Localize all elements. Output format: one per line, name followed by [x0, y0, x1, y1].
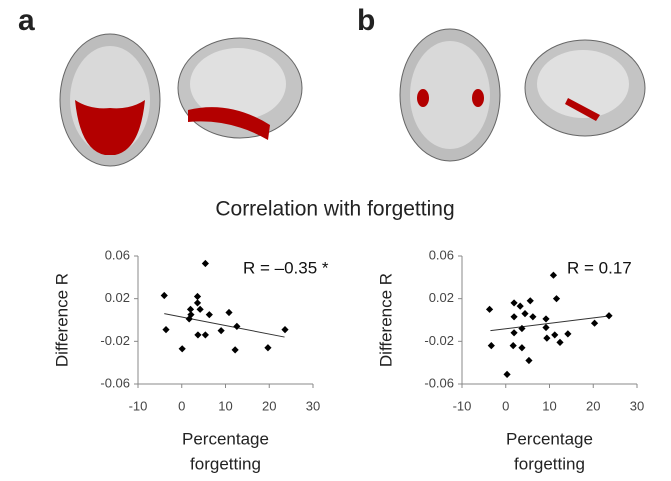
point	[521, 310, 528, 317]
point	[510, 299, 517, 306]
figure: a b Correlation with forgetting 0.06 0.02…	[0, 0, 671, 481]
point	[202, 260, 209, 267]
point	[232, 346, 239, 353]
y-tick-label: 0.06	[429, 247, 454, 262]
point	[527, 297, 534, 304]
point	[564, 330, 571, 337]
point	[179, 345, 186, 352]
x-tick-label: 20	[586, 398, 600, 413]
x-axis-label: forgetting	[514, 454, 585, 473]
trend-line	[164, 314, 284, 337]
x-axis-label: Percentage	[182, 429, 269, 448]
point	[194, 299, 201, 306]
y-axis-label: Difference R	[52, 273, 71, 367]
point	[556, 339, 563, 346]
x-tick-label: 30	[306, 398, 320, 413]
heading: Correlation with forgetting	[215, 198, 454, 221]
y-axis-label: Difference R	[376, 273, 395, 367]
point	[162, 326, 169, 333]
point	[551, 331, 558, 338]
point	[553, 295, 560, 302]
point	[542, 315, 549, 322]
y-tick-label: -0.06	[100, 375, 130, 390]
point	[264, 344, 271, 351]
point	[591, 320, 598, 327]
point	[605, 312, 612, 319]
point	[161, 292, 168, 299]
x-tick-label: 30	[630, 398, 644, 413]
y-tick-label: -0.02	[100, 333, 130, 348]
y-tick-label: 0.02	[105, 290, 130, 305]
panel-label: a	[18, 4, 35, 37]
x-tick-label: 0	[178, 398, 185, 413]
point	[206, 311, 213, 318]
point	[510, 329, 517, 336]
point	[194, 331, 201, 338]
annotation: R = 0.17	[567, 258, 632, 277]
x-axis-label: Percentage	[506, 429, 593, 448]
point	[510, 342, 517, 349]
point	[218, 327, 225, 334]
panel-label: b	[357, 4, 375, 37]
x-tick-label: 0	[502, 398, 509, 413]
point	[510, 313, 517, 320]
annotation: R = –0.35 *	[243, 258, 329, 277]
y-tick-label: -0.02	[424, 333, 454, 348]
y-tick-label: -0.06	[424, 375, 454, 390]
brain-images	[60, 29, 645, 166]
point	[488, 342, 495, 349]
point	[233, 323, 240, 330]
point	[197, 306, 204, 313]
point	[518, 344, 525, 351]
x-tick-label: -10	[453, 398, 472, 413]
point	[529, 313, 536, 320]
point	[543, 335, 550, 342]
point	[225, 309, 232, 316]
x-axis-label: forgetting	[190, 454, 261, 473]
x-tick-label: -10	[129, 398, 148, 413]
point	[525, 357, 532, 364]
y-tick-label: 0.02	[429, 290, 454, 305]
point	[550, 272, 557, 279]
point	[202, 331, 209, 338]
point	[194, 293, 201, 300]
x-tick-label: 10	[218, 398, 232, 413]
x-tick-label: 10	[542, 398, 556, 413]
point	[517, 303, 524, 310]
point	[281, 326, 288, 333]
point	[503, 371, 510, 378]
y-tick-label: 0.06	[105, 247, 130, 262]
point	[542, 324, 549, 331]
x-tick-label: 20	[262, 398, 276, 413]
point	[486, 306, 493, 313]
